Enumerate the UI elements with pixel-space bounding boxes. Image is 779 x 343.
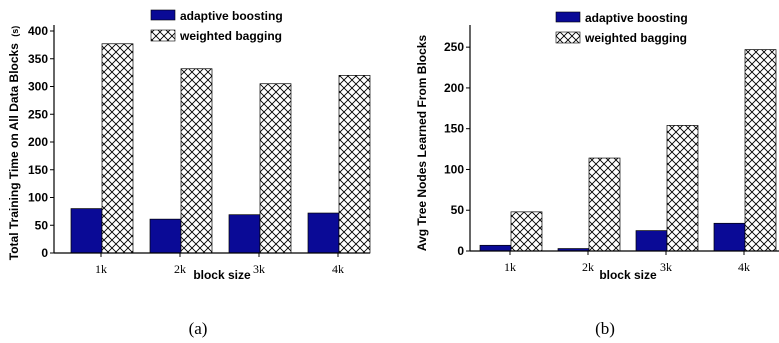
- chart-a: Total Training Time on All Data Blocks (…: [7, 9, 371, 338]
- y-tick-label: 200: [444, 81, 464, 95]
- bar-bagging-4k: [338, 75, 371, 254]
- chart-b-bars: [479, 49, 777, 252]
- bar-bagging-3k: [666, 125, 699, 252]
- x-tick-label: 2k: [174, 262, 186, 276]
- legend-label-boosting: adaptive boosting: [585, 11, 688, 25]
- legend-swatch-bagging: [150, 29, 176, 42]
- chart-b-caption: (b): [595, 319, 615, 338]
- chart-a-xlabel: block size: [193, 268, 251, 282]
- bar-bagging-1k: [510, 211, 543, 252]
- y-tick-label: 150: [28, 163, 48, 177]
- chart-b: Avg Tree Nodes Learned From Blocks 0 50 10…: [415, 11, 779, 338]
- chart-a-x-ticks: 1k 2k 3k 4k: [95, 253, 344, 276]
- bar-boosting-4k: [713, 222, 746, 252]
- y-tick-label: 100: [28, 191, 48, 205]
- chart-b-y-ticks: 0 50 100 150 200 250: [444, 40, 470, 258]
- bar-boosting-4k: [307, 212, 340, 254]
- legend-label-bagging: weighted bagging: [584, 31, 687, 45]
- bar-bagging-1k: [101, 43, 134, 254]
- x-tick-label: 3k: [660, 260, 672, 274]
- bar-boosting-1k: [70, 208, 103, 254]
- bar-bagging-3k: [259, 83, 292, 254]
- y-tick-label: 0: [457, 244, 464, 258]
- legend-label-bagging: weighted bagging: [179, 29, 282, 43]
- bar-bagging-2k: [588, 157, 621, 252]
- legend-swatch-bagging: [555, 31, 581, 44]
- y-tick-label: 200: [28, 135, 48, 149]
- x-tick-label: 3k: [253, 262, 265, 276]
- legend-swatch-boosting: [150, 9, 176, 21]
- chart-b-ylabel: Avg Tree Nodes Learned From Blocks: [415, 35, 429, 252]
- y-tick-label: 250: [444, 40, 464, 54]
- y-tick-label: 250: [28, 107, 48, 121]
- x-tick-label: 4k: [332, 262, 344, 276]
- y-tick-label: 50: [451, 203, 465, 217]
- y-tick-label: 300: [28, 80, 48, 94]
- chart-b-x-ticks: 1k 2k 3k 4k: [504, 251, 750, 274]
- y-tick-label: 400: [28, 24, 48, 38]
- bar-bagging-4k: [744, 49, 777, 252]
- bar-boosting-2k: [149, 218, 182, 254]
- chart-a-caption: (a): [189, 319, 208, 338]
- y-tick-label: 100: [444, 162, 464, 176]
- bar-bagging-2k: [180, 68, 213, 254]
- chart-b-xlabel: block size: [599, 268, 657, 282]
- bar-boosting-1k: [479, 244, 512, 252]
- legend-label-boosting: adaptive boosting: [180, 9, 283, 23]
- y-tick-label: 0: [41, 246, 48, 260]
- chart-a-y-ticks: 0 50 100 150 200 250 300 350 400: [28, 24, 54, 260]
- chart-a-bars: [70, 43, 371, 254]
- bar-boosting-3k: [635, 230, 668, 252]
- chart-b-legend: adaptive boosting weighted bagging: [555, 11, 688, 45]
- x-tick-label: 2k: [582, 260, 594, 274]
- chart-a-legend: adaptive boosting weighted bagging: [150, 9, 283, 43]
- y-tick-label: 350: [28, 52, 48, 66]
- y-tick-label: 50: [35, 218, 49, 232]
- x-tick-label: 1k: [95, 262, 107, 276]
- chart-a-ylabel: Total Training Time on All Data Blocks (…: [7, 26, 21, 261]
- legend-swatch-boosting: [555, 11, 581, 23]
- bar-boosting-3k: [228, 214, 261, 254]
- x-tick-label: 4k: [738, 260, 750, 274]
- y-tick-label: 150: [444, 122, 464, 136]
- x-tick-label: 1k: [504, 260, 516, 274]
